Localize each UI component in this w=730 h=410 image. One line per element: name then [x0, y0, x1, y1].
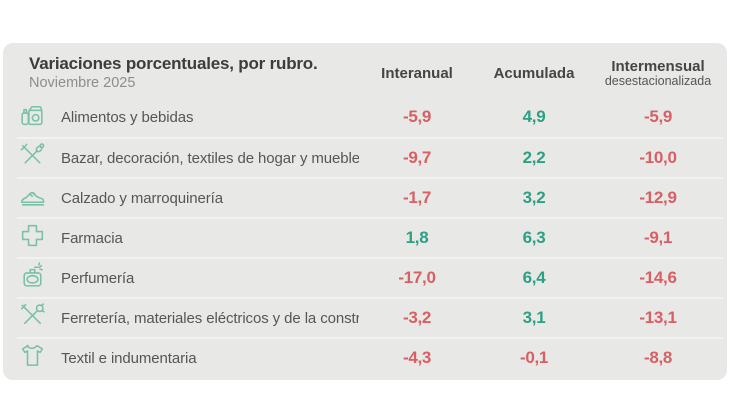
row-label: Calzado y marroquinería	[61, 189, 223, 207]
column-header-intermensual: Intermensual desestacionalizada	[604, 57, 712, 89]
value-acumulada: 6,3	[522, 228, 546, 247]
value-interanual: -1,7	[402, 188, 432, 207]
value-intermensual: -12,9	[639, 188, 677, 207]
tshirt-icon	[17, 341, 47, 375]
value-acumulada: 6,4	[522, 268, 546, 287]
value-intermensual: -14,6	[639, 268, 677, 287]
value-interanual: -9,7	[402, 148, 432, 167]
pharmacy-cross-icon	[17, 221, 47, 255]
variations-table-card: Variaciones porcentuales, por rubro. Nov…	[3, 43, 727, 380]
column-header-interanual: Interanual	[381, 64, 453, 82]
table-row: Farmacia 1,8 6,3 -9,1	[17, 217, 723, 257]
value-acumulada: 2,2	[522, 148, 546, 167]
value-acumulada: -0,1	[519, 348, 549, 367]
home-decor-icon	[17, 141, 47, 175]
value-interanual: -5,9	[402, 107, 432, 126]
row-label: Alimentos y bebidas	[61, 108, 194, 126]
value-intermensual: -5,9	[643, 107, 673, 126]
perfume-icon	[17, 261, 47, 295]
value-intermensual: -13,1	[639, 308, 677, 327]
value-acumulada: 3,2	[522, 188, 546, 207]
column-header-acumulada: Acumulada	[493, 64, 575, 82]
table-row: Bazar, decoración, textiles de hogar y m…	[17, 137, 723, 177]
value-interanual: -3,2	[402, 308, 432, 327]
groceries-icon	[17, 100, 47, 134]
table-row: Ferretería, materiales eléctricos y de l…	[17, 297, 723, 337]
value-interanual: -17,0	[398, 268, 436, 287]
value-interanual: -4,3	[402, 348, 432, 367]
row-label: Bazar, decoración, textiles de hogar y m…	[61, 149, 359, 167]
value-intermensual: -10,0	[639, 148, 677, 167]
value-intermensual: -8,8	[643, 348, 673, 367]
table-row: Perfumería -17,0 6,4 -14,6	[17, 257, 723, 297]
value-acumulada: 4,9	[522, 107, 546, 126]
table-row: Textil e indumentaria -4,3 -0,1 -8,8	[17, 337, 723, 377]
tools-icon	[17, 301, 47, 335]
value-interanual: 1,8	[405, 228, 429, 247]
period-subtitle: Noviembre 2025	[29, 74, 136, 91]
page-title: Variaciones porcentuales, por rubro.	[29, 53, 318, 73]
row-label: Farmacia	[61, 229, 123, 247]
row-label: Perfumería	[61, 269, 135, 287]
table-row: Calzado y marroquinería -1,7 3,2 -12,9	[17, 177, 723, 217]
table-header: Variaciones porcentuales, por rubro. Nov…	[17, 43, 723, 97]
value-intermensual: -9,1	[643, 228, 673, 247]
table-row: Alimentos y bebidas -5,9 4,9 -5,9	[17, 97, 723, 137]
row-label: Textil e indumentaria	[61, 349, 197, 367]
row-label: Ferretería, materiales eléctricos y de l…	[61, 309, 359, 327]
shoe-icon	[17, 181, 47, 215]
value-acumulada: 3,1	[522, 308, 546, 327]
